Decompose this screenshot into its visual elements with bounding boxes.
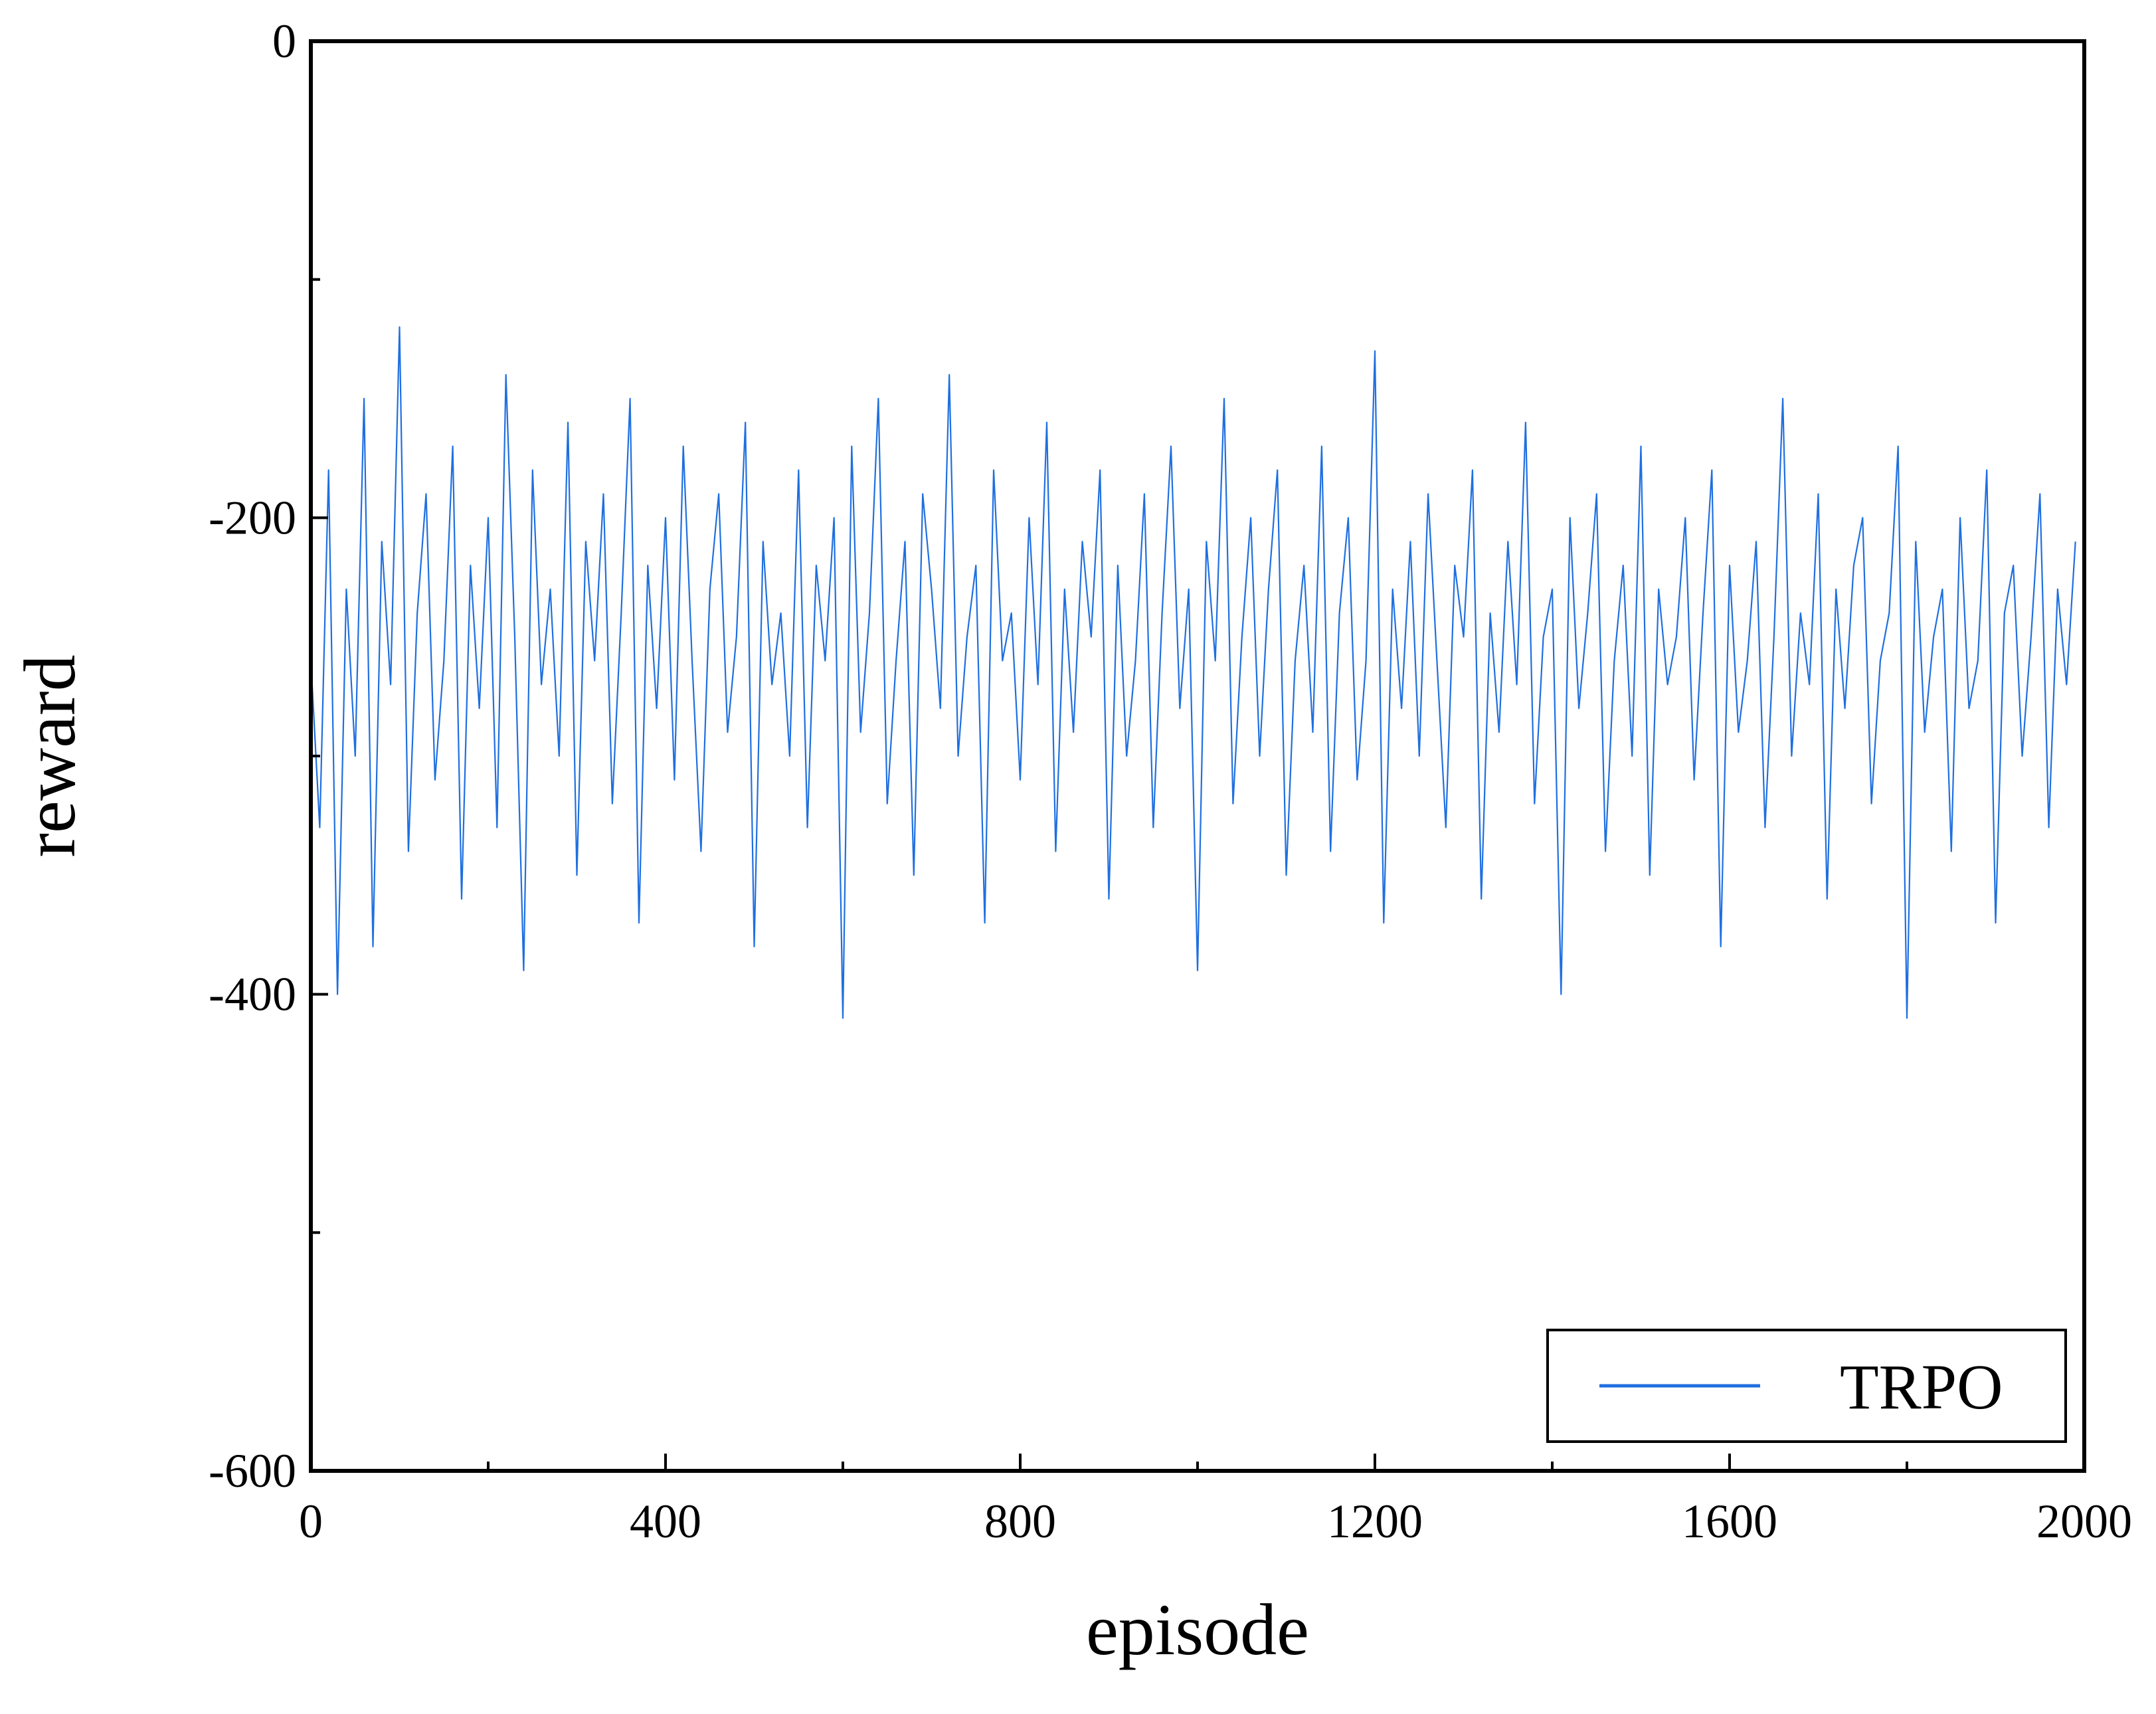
x-tick-label: 2000	[2036, 1495, 2132, 1548]
plot-area	[310, 326, 2076, 1019]
legend: TRPO	[1546, 1329, 2067, 1443]
y-tick-label: -200	[209, 491, 296, 544]
x-tick-label: 0	[299, 1495, 323, 1548]
x-tick-label: 1600	[1682, 1495, 1777, 1548]
x-tick-label: 800	[984, 1495, 1056, 1548]
y-tick-label: -400	[209, 968, 296, 1021]
plot-frame	[309, 39, 2086, 1473]
x-tick-label: 1200	[1327, 1495, 1423, 1548]
y-tick-label: -600	[209, 1444, 296, 1497]
x-tick-label: 400	[630, 1495, 701, 1548]
x-axis-title: episode	[1086, 1589, 1309, 1670]
x-axis-ticks: 0 400 800 1200 1600 2000	[299, 1454, 2132, 1548]
legend-label-trpo: TRPO	[1840, 1351, 2003, 1422]
y-axis-ticks: 0 -200 -400 -600	[209, 15, 328, 1497]
series-line-trpo	[310, 326, 2076, 1019]
y-axis-title: reward	[9, 654, 90, 857]
y-tick-label: 0	[272, 15, 296, 68]
